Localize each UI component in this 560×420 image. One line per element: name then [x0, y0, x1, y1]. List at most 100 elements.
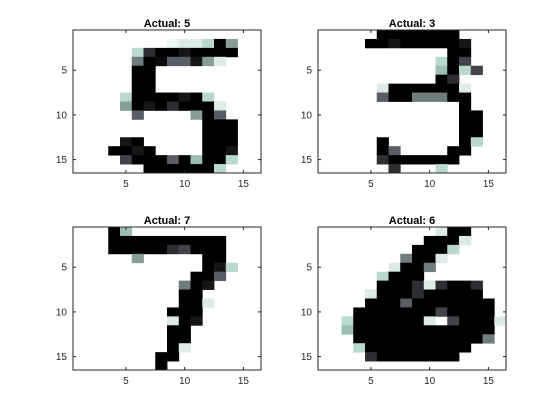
pixel-cell: [120, 92, 133, 102]
pixel-cell: [412, 298, 425, 308]
pixel-cell: [376, 146, 389, 156]
pixel-cell: [131, 74, 144, 85]
pixel-cell: [167, 56, 180, 67]
pixel-cell: [459, 101, 472, 111]
pixel-cell: [423, 289, 436, 299]
pixel-cell: [459, 289, 472, 299]
pixel-cell: [120, 244, 133, 255]
pixel-cell: [459, 334, 472, 344]
y-tick-label: 5: [61, 263, 67, 274]
pixel-cell: [225, 47, 238, 58]
pixel-cell: [435, 74, 448, 85]
pixel-cell: [412, 262, 425, 273]
pixel-cell: [190, 280, 203, 290]
pixel-cell: [365, 289, 378, 299]
pixel-cell: [178, 289, 191, 299]
pixel-cell: [400, 298, 413, 308]
pixel-cell: [155, 92, 168, 102]
pixel-cell: [190, 155, 203, 165]
pixel-cell: [435, 298, 448, 308]
pixel-cell: [376, 298, 389, 308]
y-tick-label: 15: [301, 155, 313, 166]
pixel-cell: [131, 92, 144, 102]
y-tick-label: 10: [301, 307, 313, 318]
pixel-cell: [108, 146, 121, 156]
pixel-cell: [459, 343, 472, 353]
pixel-cell: [225, 146, 238, 156]
pixel-cell: [178, 235, 191, 246]
pixel-cell: [376, 92, 389, 102]
pixel-cell: [131, 83, 144, 93]
pixel-cell: [423, 298, 436, 308]
subplot-title: Actual: 5: [144, 18, 190, 30]
axis-ticks: 5 10 15 5 10 15: [56, 30, 261, 190]
pixel-cell: [202, 235, 215, 246]
pixel-cell: [459, 146, 472, 156]
pixel-cell: [459, 56, 472, 67]
pixel-cell: [202, 128, 215, 138]
pixel-cell: [400, 316, 413, 326]
pixel-cell: [178, 280, 191, 290]
pixel-cell: [447, 92, 460, 102]
pixel-cell: [376, 325, 389, 335]
pixel-cell: [400, 30, 413, 40]
pixel-cell: [459, 137, 472, 147]
pixel-cell: [155, 235, 168, 246]
pixel-cell: [412, 307, 425, 317]
pixel-cell: [143, 56, 156, 67]
pixel-cell: [131, 65, 144, 76]
pixel-cell: [178, 38, 191, 49]
pixel-cell: [423, 38, 436, 49]
pixel-cell: [447, 343, 460, 353]
pixel-cell: [447, 56, 460, 67]
pixel-cell: [202, 47, 215, 58]
pixel-cell: [190, 92, 203, 102]
pixel-cell: [400, 155, 413, 165]
x-tick-label: 15: [238, 376, 250, 387]
pixel-cell: [167, 307, 180, 317]
pixel-cell: [400, 334, 413, 344]
pixel-cell: [155, 155, 168, 165]
pixel-cell: [178, 244, 191, 255]
pixel-cell: [143, 65, 156, 76]
pixel-cell: [365, 352, 378, 362]
pixel-cell: [388, 325, 401, 335]
pixel-cell: [167, 38, 180, 49]
pixel-cell: [435, 343, 448, 353]
pixel-cell: [225, 155, 238, 165]
x-tick-label: 5: [123, 376, 129, 387]
pixel-cell: [178, 92, 191, 102]
pixel-cell: [143, 155, 156, 165]
pixel-cell: [494, 316, 507, 326]
pixel-cell: [447, 307, 460, 317]
pixel-cell: [131, 146, 144, 156]
pixel-cell: [131, 155, 144, 165]
pixel-cell: [167, 244, 180, 255]
pixel-cell: [412, 280, 425, 290]
pixel-cell: [459, 227, 472, 237]
pixel-cell: [202, 280, 215, 290]
y-tick-label: 15: [56, 352, 68, 363]
pixel-cell: [202, 137, 215, 147]
axis-ticks: 5 10 15 5 10 15: [301, 227, 506, 387]
pixel-cell: [155, 47, 168, 58]
x-tick-label: 10: [424, 376, 436, 387]
pixel-cell: [423, 92, 436, 102]
pixel-cell: [214, 128, 227, 138]
pixel-cell: [459, 83, 472, 93]
x-tick-label: 10: [179, 376, 191, 387]
pixel-cell: [447, 47, 460, 58]
pixel-cell: [376, 271, 389, 282]
pixel-cell: [423, 155, 436, 165]
pixel-cell: [108, 235, 121, 246]
y-tick-label: 5: [61, 66, 67, 77]
y-tick-label: 10: [56, 110, 68, 121]
pixel-cell: [388, 164, 401, 174]
pixel-cell: [202, 101, 215, 111]
pixel-cell: [423, 334, 436, 344]
pixel-cell: [435, 30, 448, 40]
pixel-cell: [447, 316, 460, 326]
pixel-cell: [388, 146, 401, 156]
pixel-cell: [435, 235, 448, 246]
